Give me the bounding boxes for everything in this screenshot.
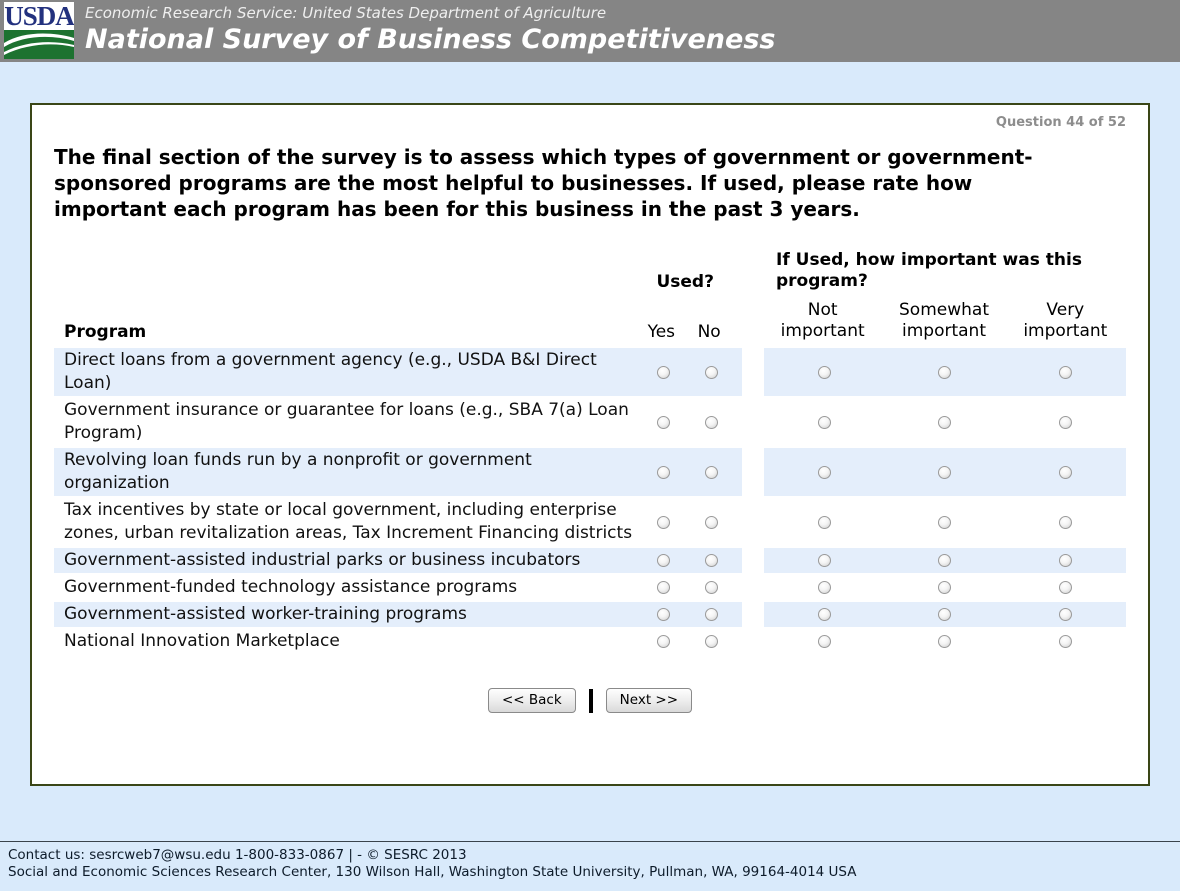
radio-used-no[interactable]: [704, 515, 718, 529]
radio-importance-very[interactable]: [1059, 608, 1073, 621]
radio-used-yes[interactable]: [656, 554, 670, 567]
radio-importance-not[interactable]: [817, 415, 831, 429]
radio-importance-somewhat[interactable]: [938, 554, 952, 567]
question-text: The final section of the survey is to as…: [54, 145, 1033, 221]
used-no-header: No: [697, 322, 721, 342]
used-yes-header: Yes: [647, 322, 676, 342]
button-separator: [588, 688, 593, 713]
radio-importance-not[interactable]: [817, 365, 831, 379]
table-header-top: Used? If Used, how important was this pr…: [54, 250, 1126, 292]
radio-used-no[interactable]: [704, 465, 718, 479]
radio-importance-very[interactable]: [1059, 415, 1073, 429]
radio-used-no[interactable]: [704, 554, 718, 567]
radio-importance-not[interactable]: [817, 635, 831, 648]
program-label: Government-funded technology assistance …: [64, 577, 518, 597]
radio-importance-somewhat[interactable]: [938, 365, 952, 379]
radio-importance-very[interactable]: [1059, 554, 1073, 567]
radio-used-no[interactable]: [704, 608, 718, 621]
program-label: Tax incentives by state or local governm…: [64, 500, 633, 543]
radio-importance-very[interactable]: [1059, 465, 1073, 479]
back-button[interactable]: << Back: [487, 688, 576, 713]
radio-used-yes[interactable]: [656, 608, 670, 621]
radio-used-yes[interactable]: [656, 465, 670, 479]
radio-used-no[interactable]: [704, 365, 718, 379]
radio-importance-very[interactable]: [1059, 581, 1073, 594]
importance-somewhat-header: Somewhat important: [899, 300, 989, 341]
question-number: Question 44 of 52: [995, 115, 1126, 130]
radio-importance-somewhat[interactable]: [938, 415, 952, 429]
importance-not-header: Not important: [780, 300, 865, 341]
table-row: Government-assisted worker-training prog…: [54, 602, 1126, 627]
radio-used-yes[interactable]: [656, 415, 670, 429]
radio-importance-not[interactable]: [817, 554, 831, 567]
radio-used-yes[interactable]: [656, 365, 670, 379]
radio-importance-somewhat[interactable]: [938, 608, 952, 621]
usda-logo-text: USDA: [4, 2, 74, 31]
program-label: National Innovation Marketplace: [64, 631, 340, 651]
header-agency-line: Economic Research Service: United States…: [85, 4, 607, 22]
nav-buttons: << Back Next >>: [54, 688, 1126, 713]
table-row: Direct loans from a government agency (e…: [54, 348, 1126, 396]
radio-used-no[interactable]: [704, 581, 718, 594]
table-row: Government insurance or guarantee for lo…: [54, 398, 1126, 446]
table-row: Government-funded technology assistance …: [54, 575, 1126, 600]
program-header: Program: [64, 322, 147, 342]
header-text: Economic Research Service: United States…: [0, 0, 1180, 57]
radio-importance-somewhat[interactable]: [938, 515, 952, 529]
radio-importance-somewhat[interactable]: [938, 465, 952, 479]
importance-very-header: Very important: [1023, 300, 1108, 341]
radio-importance-somewhat[interactable]: [938, 581, 952, 594]
radio-importance-not[interactable]: [817, 581, 831, 594]
radio-importance-not[interactable]: [817, 465, 831, 479]
table-header-bottom: Program Yes No Not important Somewhat im…: [54, 300, 1126, 342]
program-label: Government-assisted industrial parks or …: [64, 550, 581, 570]
table-row: Government-assisted industrial parks or …: [54, 548, 1126, 573]
radio-importance-very[interactable]: [1059, 365, 1073, 379]
footer-address-line: Social and Economic Sciences Research Ce…: [8, 864, 857, 880]
table-row: National Innovation Marketplace: [54, 629, 1126, 654]
program-label: Government insurance or guarantee for lo…: [64, 400, 629, 443]
program-label: Revolving loan funds run by a nonprofit …: [64, 450, 532, 493]
program-label: Direct loans from a government agency (e…: [64, 350, 597, 393]
importance-header: If Used, how important was this program?: [776, 250, 1082, 291]
radio-importance-very[interactable]: [1059, 635, 1073, 648]
table-row: Revolving loan funds run by a nonprofit …: [54, 448, 1126, 496]
radio-used-yes[interactable]: [656, 635, 670, 648]
next-button[interactable]: Next >>: [605, 688, 693, 713]
site-header: USDA Economic Research Service: United S…: [0, 0, 1180, 62]
program-table: Direct loans from a government agency (e…: [54, 348, 1126, 654]
page-title: National Survey of Business Competitiven…: [85, 24, 776, 55]
survey-box: Question 44 of 52 The final section of t…: [30, 103, 1150, 786]
radio-used-yes[interactable]: [656, 581, 670, 594]
radio-used-no[interactable]: [704, 635, 718, 648]
radio-importance-not[interactable]: [817, 515, 831, 529]
usda-logo: USDA: [4, 2, 74, 59]
used-header: Used?: [656, 272, 714, 292]
program-label: Government-assisted worker-training prog…: [64, 604, 467, 624]
radio-used-yes[interactable]: [656, 515, 670, 529]
radio-importance-somewhat[interactable]: [938, 635, 952, 648]
radio-importance-not[interactable]: [817, 608, 831, 621]
table-row: Tax incentives by state or local governm…: [54, 498, 1126, 546]
usda-logo-swoosh-icon: [4, 30, 74, 59]
radio-importance-very[interactable]: [1059, 515, 1073, 529]
footer: Contact us: sesrcweb7@wsu.edu 1-800-833-…: [0, 841, 1180, 891]
footer-contact-line: Contact us: sesrcweb7@wsu.edu 1-800-833-…: [8, 847, 467, 863]
radio-used-no[interactable]: [704, 415, 718, 429]
